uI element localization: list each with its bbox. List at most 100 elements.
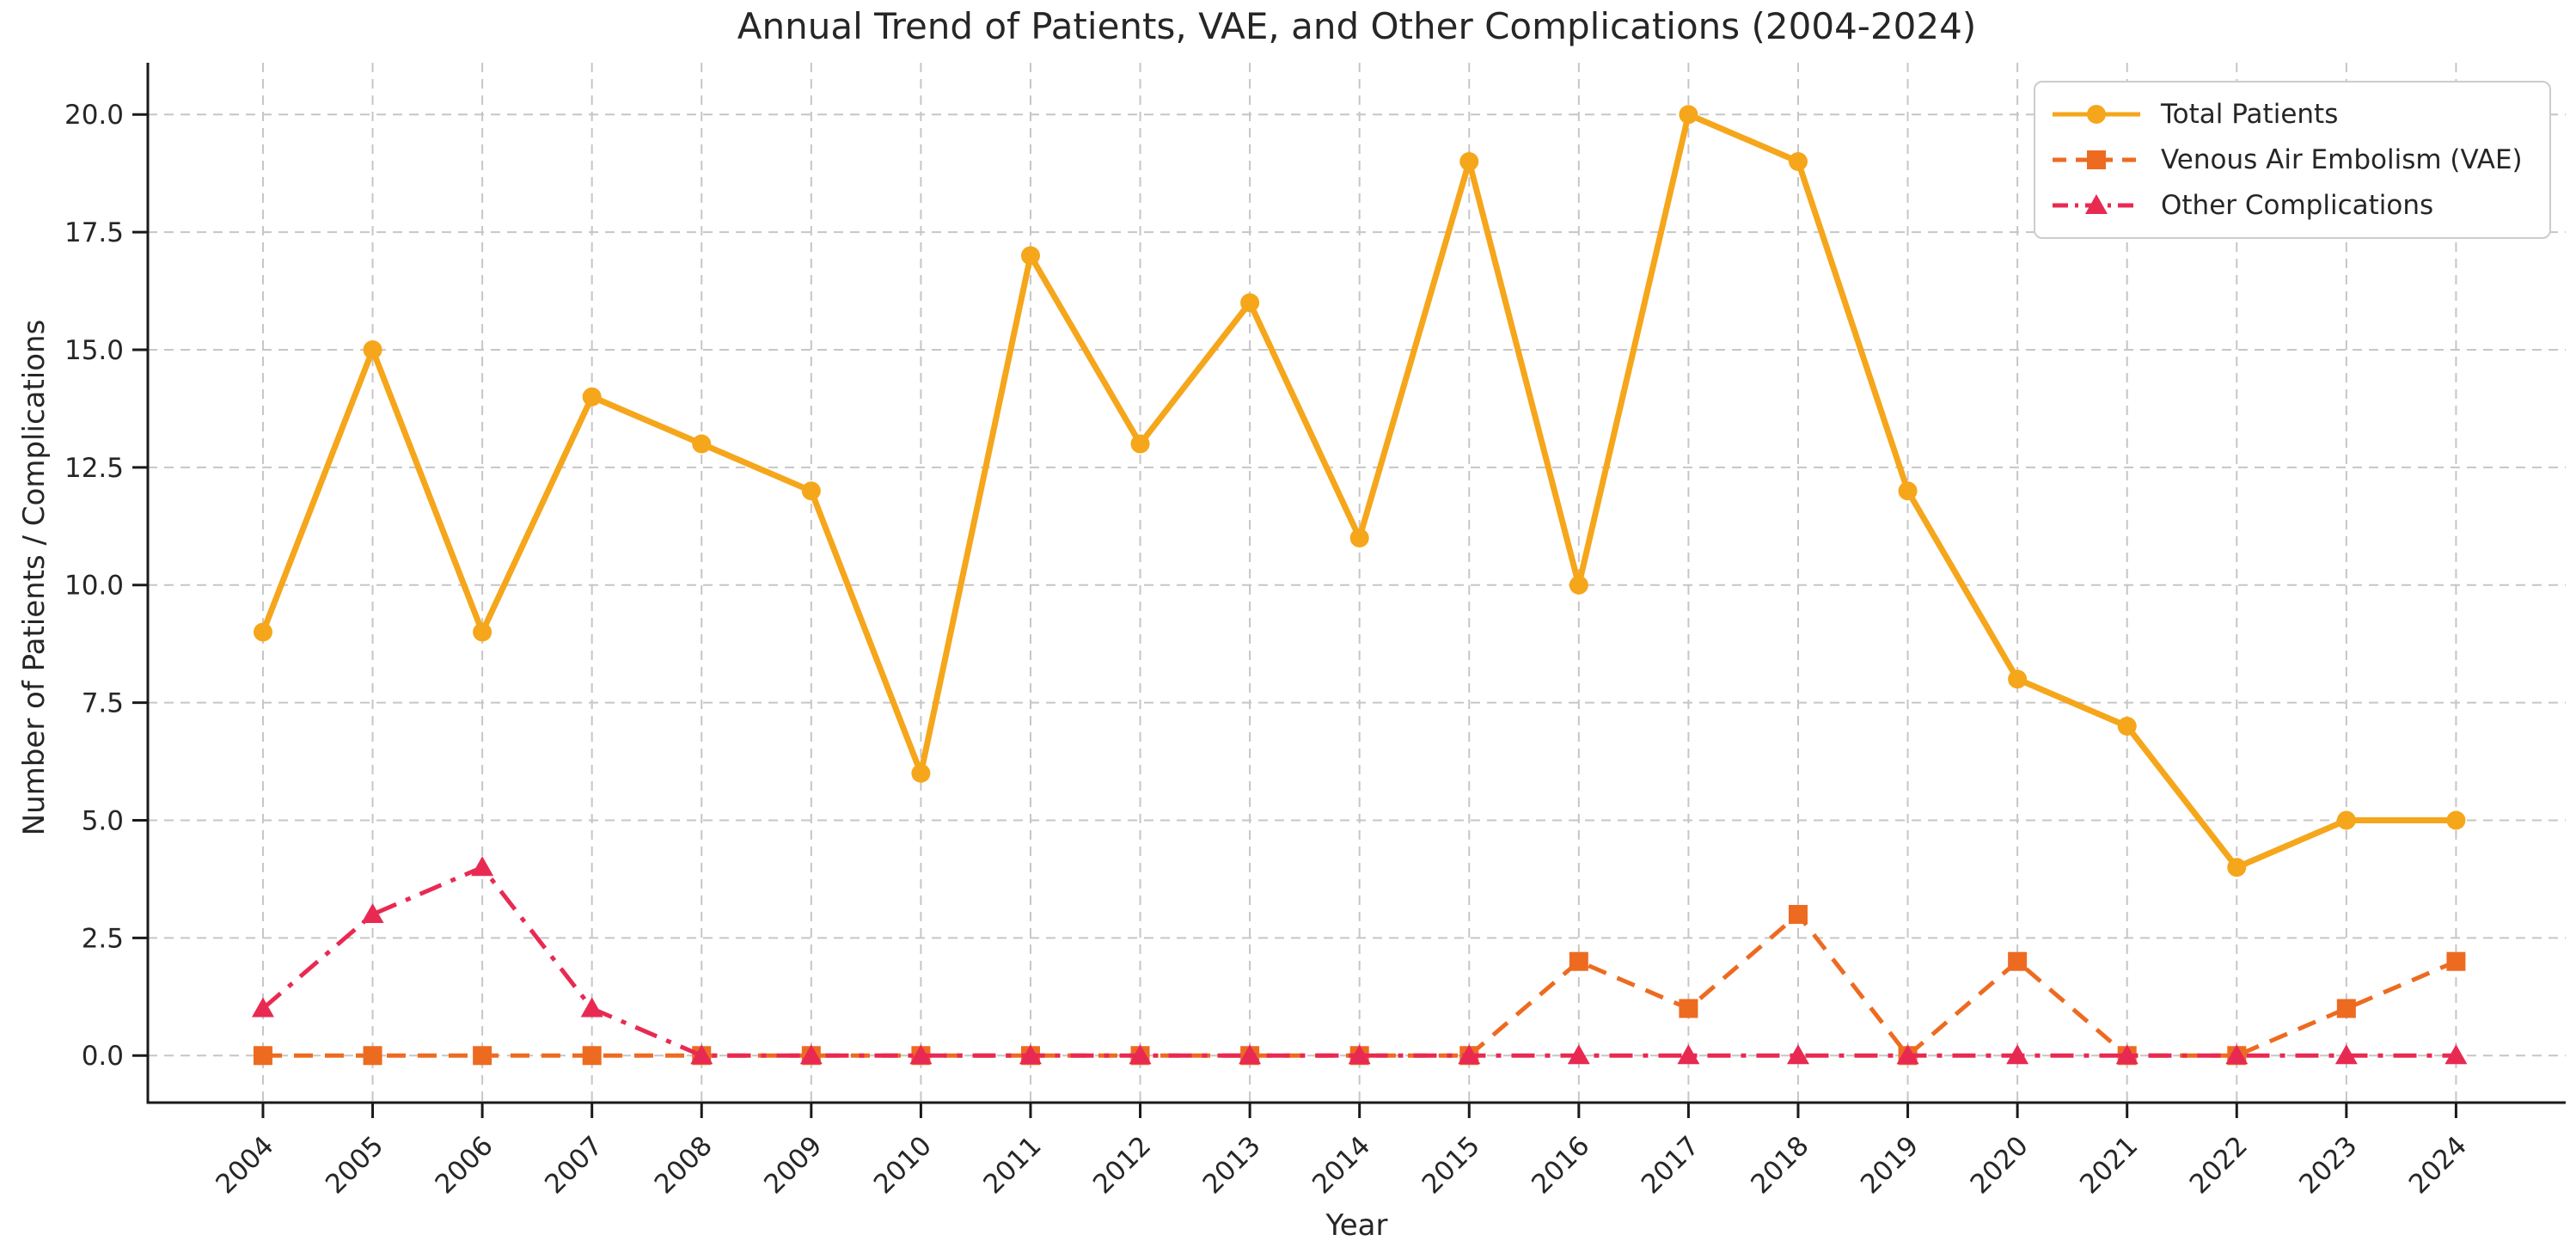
series-marker-0 — [2117, 716, 2137, 736]
vae-line-marker-icon — [2053, 150, 2140, 169]
series-marker-2 — [251, 997, 274, 1018]
x-tick-label: 2018 — [1745, 1130, 1814, 1200]
x-tick-label: 2007 — [539, 1130, 609, 1200]
series-marker-0 — [1020, 246, 1040, 266]
series-marker-0 — [1130, 434, 1150, 454]
series-marker-2 — [1896, 1044, 1919, 1065]
series-marker-1 — [363, 1046, 382, 1066]
series-marker-0 — [253, 622, 272, 642]
series-marker-0 — [1349, 528, 1369, 547]
series-marker-2 — [2334, 1044, 2358, 1065]
x-tick-label: 2004 — [210, 1130, 279, 1200]
series-marker-1 — [1679, 999, 1698, 1018]
x-tick-label: 2022 — [2184, 1130, 2254, 1200]
y-tick-label: 10.0 — [64, 571, 124, 602]
series-marker-0 — [1679, 105, 1698, 125]
series-marker-1 — [1788, 904, 1808, 924]
y-tick-label: 15.0 — [64, 335, 124, 366]
y-tick-label: 2.5 — [82, 923, 124, 954]
series-marker-2 — [2225, 1044, 2249, 1065]
legend-label-other-complications: Other Complications — [2161, 190, 2434, 222]
series-marker-2 — [361, 902, 384, 923]
legend-entry-vae: Venous Air Embolism (VAE) — [2051, 144, 2534, 175]
x-tick-label: 2013 — [1197, 1130, 1267, 1200]
x-tick-label: 2024 — [2403, 1130, 2473, 1200]
y-tick-label: 5.0 — [82, 805, 124, 836]
x-tick-label: 2019 — [1855, 1130, 1924, 1200]
x-tick-label: 2015 — [1416, 1130, 1486, 1200]
series-marker-2 — [1129, 1044, 1152, 1065]
series-marker-1 — [1569, 951, 1588, 971]
series-marker-2 — [1239, 1044, 1262, 1065]
series-marker-2 — [1786, 1044, 1809, 1065]
series-marker-2 — [1677, 1044, 1700, 1065]
chart-title: Annual Trend of Patients, VAE, and Other… — [737, 5, 1977, 47]
legend-entry-total-patients: Total Patients — [2051, 99, 2534, 130]
series-marker-2 — [2006, 1044, 2029, 1065]
series-marker-0 — [2008, 669, 2028, 689]
series-marker-0 — [1459, 151, 1479, 171]
y-axis-label: Number of Patients / Complications — [17, 319, 52, 836]
series-marker-0 — [582, 387, 602, 406]
series-marker-2 — [1567, 1044, 1590, 1065]
x-tick-label: 2006 — [430, 1130, 499, 1200]
series-marker-0 — [1788, 151, 1808, 171]
x-tick-label: 2012 — [1087, 1130, 1157, 1200]
series-marker-2 — [909, 1044, 933, 1065]
y-tick-label: 7.5 — [82, 688, 124, 719]
x-tick-label: 2005 — [320, 1130, 389, 1200]
series-marker-2 — [580, 997, 603, 1018]
legend-label-vae: Venous Air Embolism (VAE) — [2161, 144, 2523, 175]
series-marker-0 — [1898, 481, 1918, 501]
series-marker-0 — [801, 481, 821, 501]
series-marker-0 — [1240, 293, 1260, 313]
series-marker-2 — [690, 1044, 713, 1065]
series-marker-0 — [692, 434, 712, 454]
series-marker-0 — [2446, 810, 2466, 830]
chart-legend: Total Patients Venous Air Embolism (VAE)… — [2034, 81, 2551, 239]
x-tick-label: 2017 — [1636, 1130, 1705, 1200]
series-marker-0 — [2227, 858, 2247, 877]
total-patients-line-marker-icon — [2053, 104, 2140, 124]
legend-entry-other-complications: Other Complications — [2051, 190, 2534, 221]
series-marker-2 — [2444, 1044, 2468, 1065]
series-marker-0 — [473, 622, 493, 642]
x-tick-label: 2023 — [2293, 1130, 2363, 1200]
series-marker-0 — [2336, 810, 2356, 830]
x-tick-label: 2014 — [1306, 1130, 1376, 1200]
series-marker-0 — [1569, 575, 1588, 595]
other-complications-line-marker-icon — [2053, 194, 2140, 215]
series-marker-2 — [1348, 1044, 1371, 1065]
series-marker-0 — [363, 339, 382, 359]
x-tick-label: 2008 — [649, 1130, 719, 1200]
y-tick-label: 20.0 — [64, 100, 124, 131]
series-marker-1 — [582, 1046, 602, 1066]
y-tick-label: 17.5 — [64, 217, 124, 248]
series-marker-1 — [2336, 999, 2356, 1018]
x-tick-label: 2016 — [1526, 1130, 1595, 1200]
x-tick-label: 2011 — [977, 1130, 1047, 1200]
series-marker-1 — [473, 1046, 493, 1066]
series-marker-2 — [1458, 1044, 1481, 1065]
series-marker-1 — [253, 1046, 272, 1066]
series-marker-2 — [471, 856, 494, 877]
x-tick-label: 2021 — [2074, 1130, 2144, 1200]
x-tick-label: 2020 — [1965, 1130, 2034, 1200]
series-marker-2 — [799, 1044, 823, 1065]
series-marker-1 — [2008, 951, 2028, 971]
legend-label-total-patients: Total Patients — [2161, 98, 2339, 130]
legend-sample-shape — [2087, 104, 2106, 124]
series-marker-2 — [2115, 1044, 2139, 1065]
x-axis-label: Year — [1325, 1208, 1388, 1243]
x-tick-label: 2010 — [868, 1130, 938, 1200]
legend-sample-shape — [2085, 194, 2108, 215]
series-marker-0 — [911, 763, 931, 783]
series-marker-1 — [2446, 951, 2466, 971]
y-tick-label: 12.5 — [64, 453, 124, 484]
legend-sample-shape — [2087, 150, 2106, 169]
x-tick-label: 2009 — [758, 1130, 828, 1200]
y-tick-label: 0.0 — [82, 1041, 124, 1072]
series-marker-2 — [1019, 1044, 1042, 1065]
